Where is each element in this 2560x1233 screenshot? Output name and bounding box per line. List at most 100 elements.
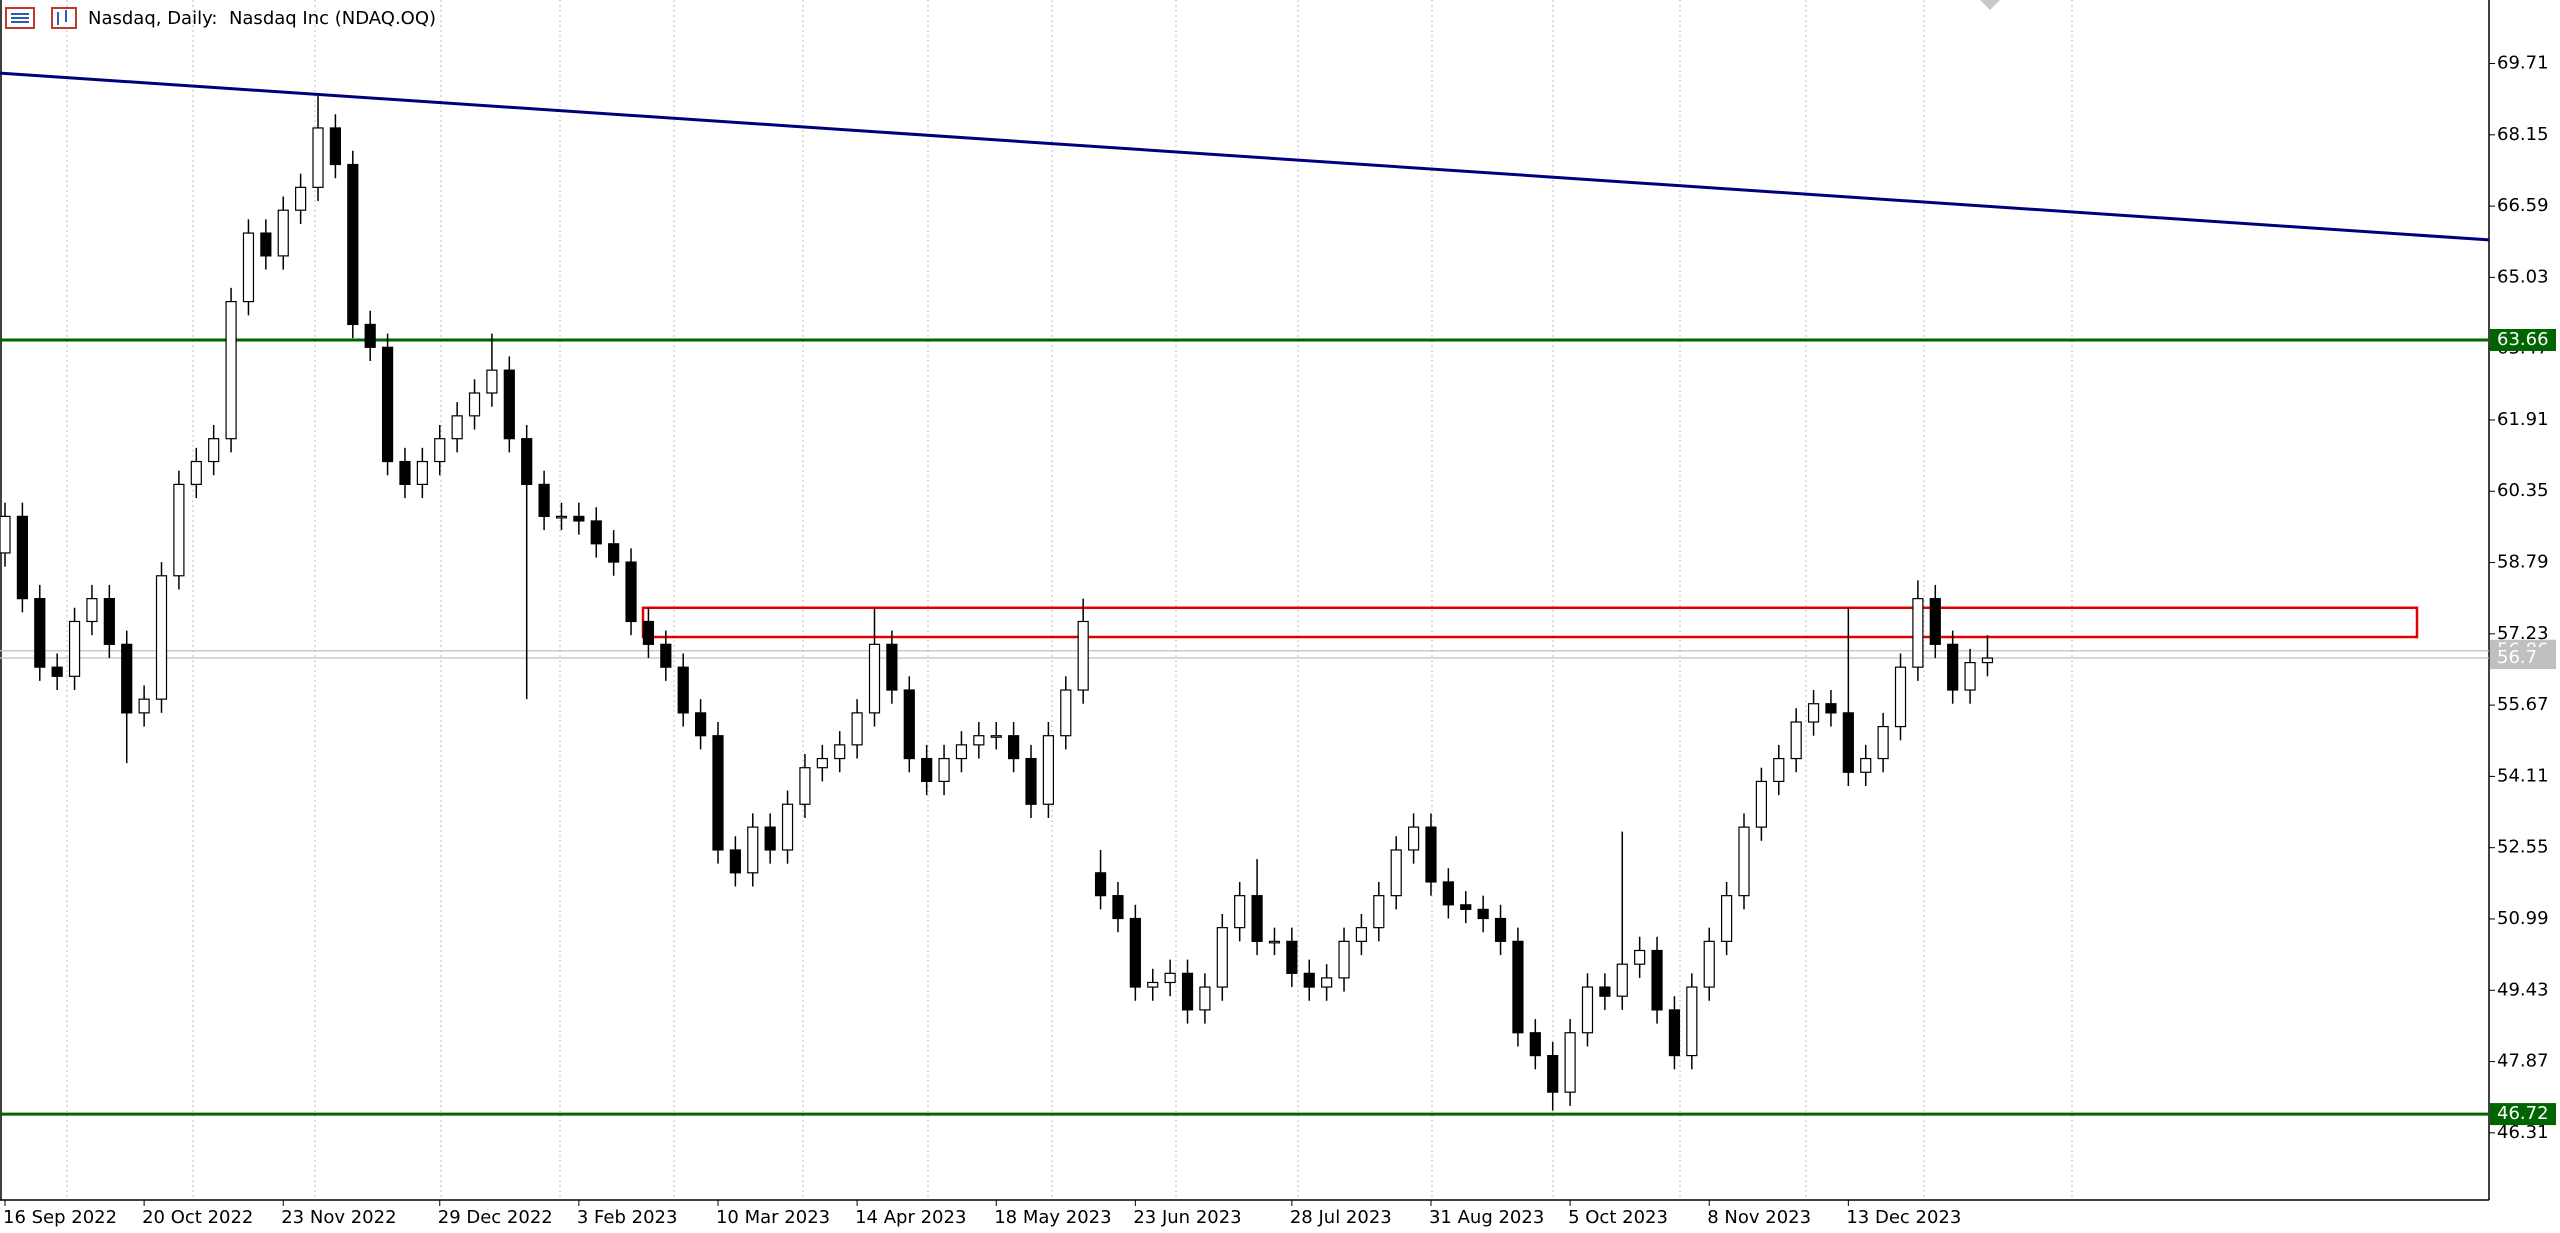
y-tick-label: 52.55 — [2497, 837, 2549, 858]
candle-body — [1581, 986, 1594, 1034]
chart-icon[interactable] — [51, 7, 77, 29]
candle-body — [208, 438, 220, 463]
candle-body — [416, 460, 428, 485]
candle-body — [1425, 826, 1437, 883]
candle-body — [1599, 986, 1611, 997]
x-tick-label: 5 Oct 2023 — [1568, 1207, 1668, 1228]
candle-body — [1929, 598, 1941, 645]
candle-body — [399, 460, 411, 485]
candle-body — [921, 757, 933, 783]
candle-body — [1077, 620, 1089, 691]
candle-body — [1894, 666, 1907, 728]
level-label-box — [2490, 1103, 2556, 1126]
candle-body — [1442, 881, 1454, 906]
y-tick-label: 54.11 — [2497, 765, 2549, 786]
level-label: 46.72 — [2497, 1103, 2549, 1124]
candle-body — [1042, 735, 1055, 805]
x-tick-label: 28 Jul 2023 — [1290, 1207, 1392, 1228]
candle-body — [1129, 917, 1141, 988]
candle-body — [1199, 986, 1211, 1011]
price-label: 56.7 — [2497, 647, 2537, 668]
candle-body — [834, 744, 846, 760]
candle-body — [242, 232, 255, 303]
candle-body — [1060, 689, 1072, 737]
candle-body — [1721, 895, 1733, 942]
candle-body — [86, 598, 98, 623]
candle-body — [1703, 940, 1715, 988]
chart-title: Nasdaq, Daily: Nasdaq Inc (NDAQ.OQ) — [88, 8, 436, 29]
x-tick-label: 29 Dec 2022 — [438, 1207, 553, 1228]
candle-body — [677, 666, 689, 714]
candle-body — [1755, 780, 1767, 828]
y-tick-label: 60.35 — [2497, 480, 2549, 501]
candle-body — [1164, 972, 1176, 984]
x-tick-label: 14 Apr 2023 — [855, 1207, 966, 1228]
candle-body — [1094, 872, 1107, 897]
candle-body — [660, 643, 672, 668]
trendline — [0, 71, 2490, 242]
candle-body — [1025, 757, 1037, 805]
candle-body — [103, 598, 115, 645]
x-tick-label: 18 May 2023 — [994, 1207, 1111, 1228]
candle-body — [1460, 904, 1472, 910]
price-label-box — [2490, 647, 2556, 670]
candle-body — [1147, 981, 1159, 988]
candle-body — [1947, 643, 1959, 691]
candle-body — [799, 767, 811, 805]
candle-body — [1564, 1032, 1576, 1093]
candle-body — [1860, 757, 1872, 773]
candle-body — [1964, 662, 1976, 691]
y-tick-label: 58.79 — [2497, 552, 2549, 573]
candle-body — [764, 826, 776, 851]
candle-body — [990, 735, 1002, 738]
candle-body — [868, 643, 881, 714]
candle-body — [851, 712, 863, 746]
candle-body — [1286, 940, 1298, 974]
candle-body — [260, 232, 272, 257]
y-tick-label: 66.59 — [2497, 195, 2549, 216]
candle-body — [1634, 949, 1646, 965]
candle-body — [190, 460, 202, 485]
candle-body — [642, 620, 655, 645]
candle-body — [608, 543, 620, 563]
candle-body — [312, 127, 324, 188]
candle-body — [1981, 657, 1994, 664]
candle-body — [68, 620, 81, 677]
candle-body — [1616, 963, 1628, 997]
candle-body — [1008, 735, 1020, 760]
candle-body — [955, 744, 968, 760]
candle-body — [1512, 940, 1524, 1034]
x-tick-label: 3 Feb 2023 — [577, 1207, 678, 1228]
candle-body — [1790, 721, 1802, 760]
candle-body — [886, 643, 898, 691]
candle-body — [364, 323, 376, 348]
candle-body — [555, 515, 568, 519]
x-tick-label: 13 Dec 2023 — [1846, 1207, 1961, 1228]
candle-body — [1373, 895, 1385, 929]
candle-body — [1668, 1009, 1681, 1057]
x-tick-label: 31 Aug 2023 — [1429, 1207, 1544, 1228]
candle-body — [1825, 703, 1837, 714]
candle-body — [1181, 972, 1194, 1011]
y-tick-label: 65.03 — [2497, 266, 2549, 287]
candle-body — [347, 163, 359, 326]
candle-body — [295, 186, 307, 211]
candle-body — [503, 369, 515, 440]
y-tick-label: 57.23 — [2497, 623, 2549, 644]
candle-body — [1877, 725, 1889, 760]
x-tick-label: 23 Jun 2023 — [1133, 1207, 1241, 1228]
x-tick-label: 20 Oct 2022 — [142, 1207, 253, 1228]
candle-body — [1390, 849, 1402, 897]
y-tick-label: 49.43 — [2497, 979, 2549, 1000]
candle-body — [0, 515, 11, 554]
y-tick-label: 47.87 — [2497, 1051, 2549, 1072]
scroll-marker — [1980, 0, 2000, 10]
candle-body — [1686, 986, 1698, 1057]
candle-body — [747, 826, 759, 874]
candle-body — [34, 598, 46, 668]
y-tick-label: 68.15 — [2497, 124, 2549, 145]
candle-body — [1547, 1054, 1559, 1093]
candle-body — [712, 735, 724, 851]
